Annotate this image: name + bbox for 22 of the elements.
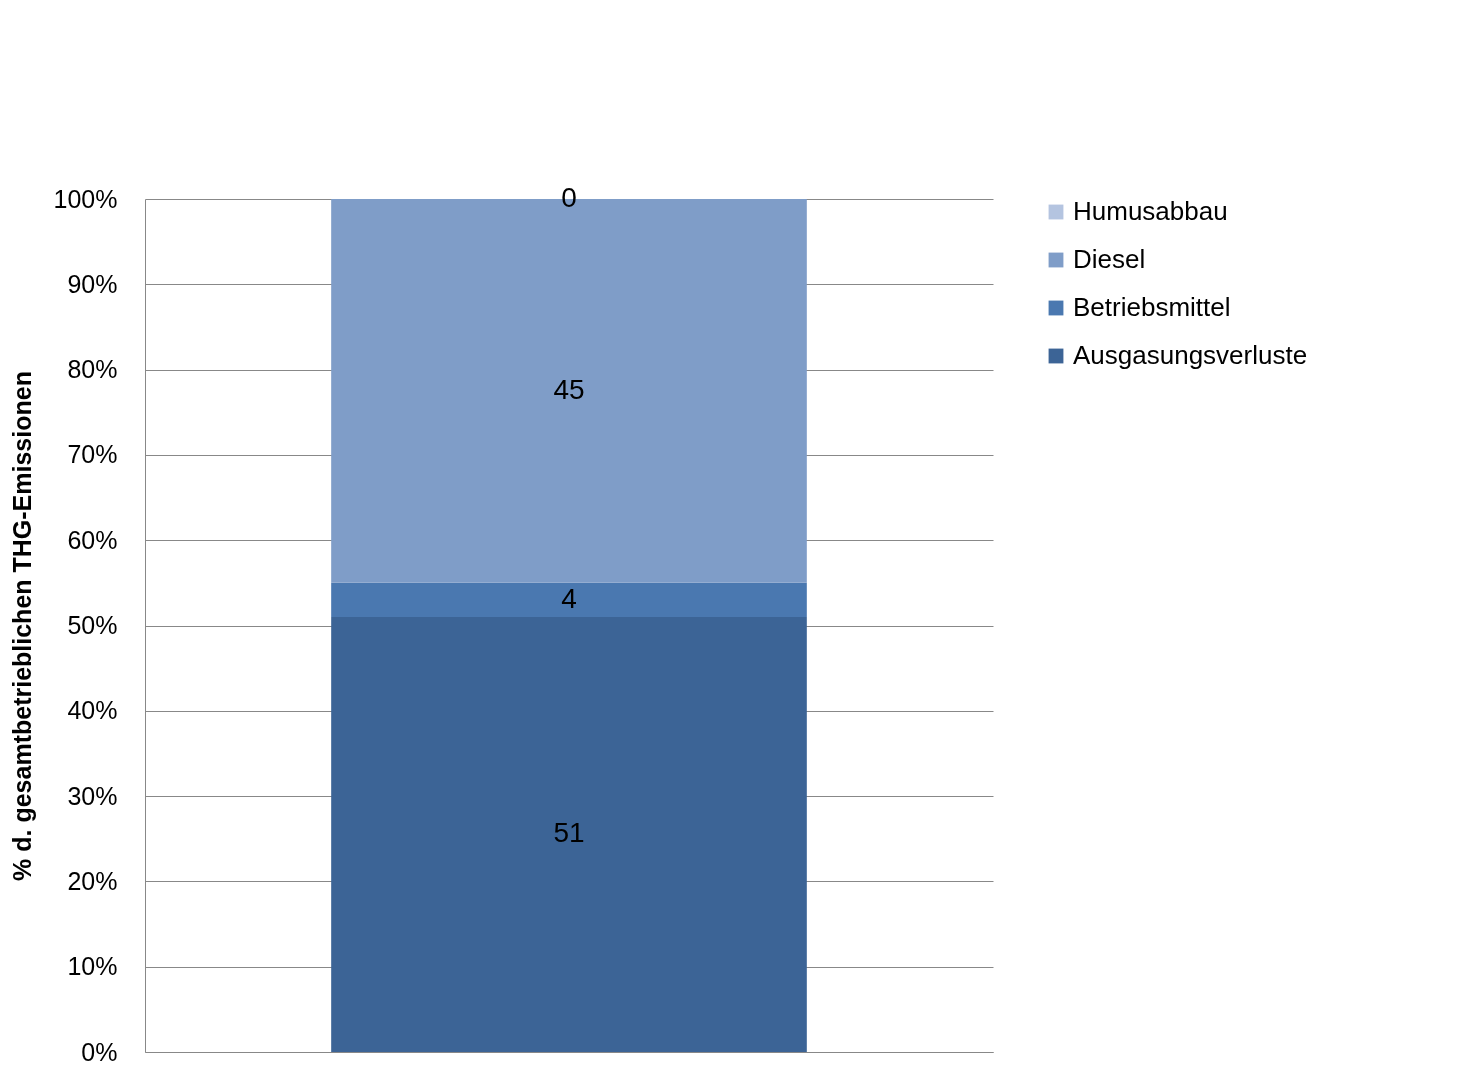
legend-label: Ausgasungsverluste xyxy=(1073,340,1308,370)
data-label: 4 xyxy=(561,582,577,614)
legend-label: Diesel xyxy=(1073,244,1146,274)
y-tick-label: 80% xyxy=(67,355,118,384)
data-label: 0 xyxy=(561,182,577,213)
y-tick-label: 0% xyxy=(81,1037,118,1066)
y-tick-label: 70% xyxy=(67,440,118,469)
bar xyxy=(331,582,807,617)
bar xyxy=(331,616,807,1052)
y-tick-label: 100% xyxy=(53,184,118,213)
y-tick-label: 20% xyxy=(67,866,118,895)
y-tick-label: 30% xyxy=(67,781,118,810)
legend-label: Humusabbau xyxy=(1073,196,1228,226)
legend-label: Betriebsmittel xyxy=(1073,292,1231,322)
y-axis-title: % d. gesamtbetrieblichen THG-Emissionen xyxy=(7,371,36,881)
y-tick-label: 60% xyxy=(67,525,118,554)
y-tick-label: 10% xyxy=(67,952,118,981)
y-tick-label: 90% xyxy=(67,269,118,298)
data-label: 45 xyxy=(553,373,585,405)
y-tick-label: 50% xyxy=(67,611,118,639)
y-tick-label: 40% xyxy=(67,696,118,725)
data-label: 51 xyxy=(553,817,585,849)
